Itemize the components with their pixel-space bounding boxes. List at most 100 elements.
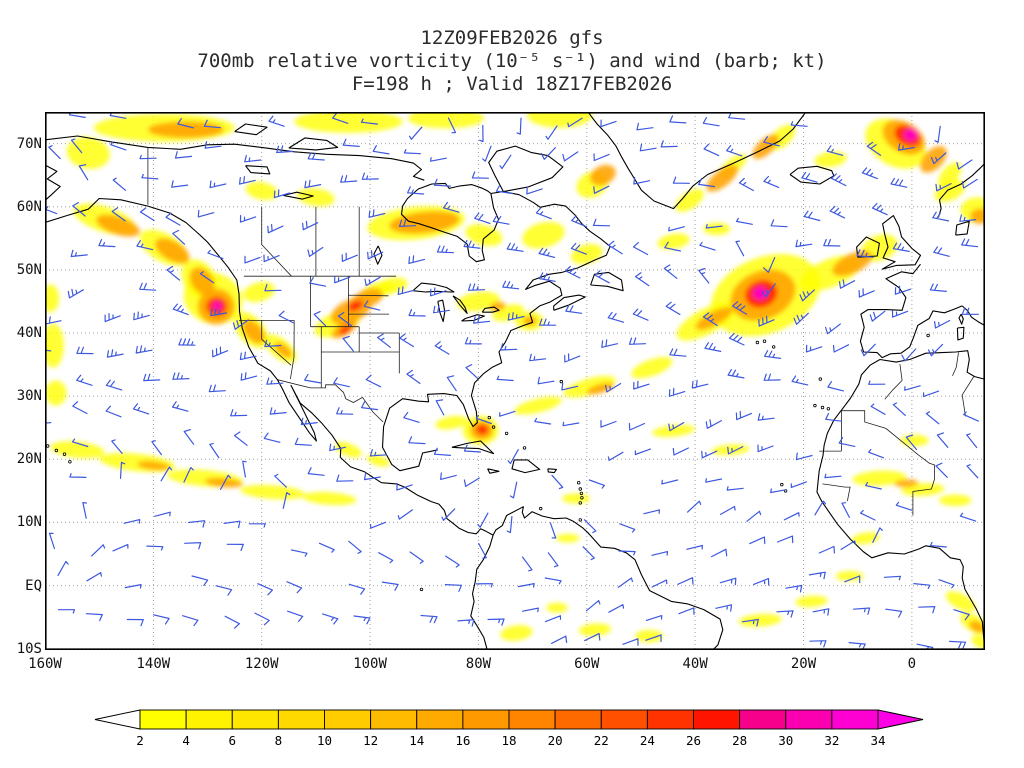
vorticity-blob (456, 291, 500, 312)
vorticity-blob (137, 461, 170, 471)
island-dot (522, 446, 527, 450)
island-dot (826, 407, 831, 411)
lon-tick-label: 100W (353, 656, 387, 672)
vorticity-blob (706, 164, 739, 192)
colorbar-tick-label: 32 (824, 733, 839, 748)
colorbar-under-arrow (94, 709, 141, 730)
vorticity-blob (245, 181, 278, 201)
colorbar: 2 4 6 8 10 12 14 16 18 20 22 24 26 28 30 32 34 (94, 709, 924, 748)
vorticity-shading-layer (41, 102, 994, 651)
colorbar-segment (831, 709, 879, 730)
colorbar-tick-label: 6 (228, 733, 236, 748)
colorbar-tick-label: 30 (778, 733, 793, 748)
colorbar-segment (600, 709, 648, 730)
small-islands-layer (46, 333, 930, 592)
colorbar-segment (277, 709, 325, 730)
lon-tick-label: 120W (244, 656, 279, 672)
title-run-line: 12Z09FEB2026 gfs (420, 27, 604, 49)
vorticity-blob (50, 441, 105, 459)
lat-tick-label: 10S (16, 640, 42, 657)
colorbar-segment (646, 709, 694, 730)
vorticity-blob (703, 222, 731, 236)
vorticity-blob (96, 214, 140, 237)
colorbar-segment (139, 709, 187, 730)
colorbar-segment (693, 709, 741, 730)
vorticity-blob (527, 102, 593, 128)
vorticity-blob (814, 151, 847, 168)
lat-tick-label: 10N (16, 514, 42, 531)
lat-tick-label: 20N (16, 451, 42, 468)
vorticity-blob (348, 300, 363, 312)
island-dot (46, 444, 50, 448)
vorticity-blob (514, 396, 562, 415)
island-dot (504, 431, 509, 436)
colorbar-tick-label: 16 (455, 733, 470, 748)
lon-tick-label: 0 (907, 656, 917, 672)
island-dot (580, 496, 584, 500)
plot-frame (45, 112, 986, 651)
colorbar-segment (370, 709, 418, 730)
vorticity-blob (971, 634, 994, 651)
vorticity-blob (578, 623, 612, 637)
vorticity-blob (297, 188, 335, 207)
vorticity-blob (335, 441, 362, 458)
colorbar-segment (231, 709, 279, 730)
island-dot (813, 403, 817, 408)
colorbar-tick-label: 18 (501, 733, 516, 748)
lat-tick-label: 40N (16, 325, 42, 341)
political-borders-layer (147, 147, 975, 516)
vorticity-blob (240, 484, 306, 500)
colorbar-segment (462, 709, 510, 730)
vorticity-blob (752, 286, 768, 300)
vorticity-blob (711, 444, 750, 456)
colorbar-over-arrow (877, 709, 924, 730)
colorbar-tick-label: 20 (548, 733, 563, 748)
vorticity-blob (657, 233, 690, 250)
lat-tick-label: 50N (16, 261, 42, 278)
lon-tick-label: 140W (136, 656, 171, 672)
vorticity-blob (555, 533, 580, 543)
vorticity-blob (243, 281, 275, 303)
vorticity-blob (212, 301, 222, 310)
island-dot (818, 377, 822, 381)
map-canvas (34, 102, 994, 654)
colorbar-tick-label: 24 (640, 733, 655, 748)
vorticity-blob (900, 434, 929, 447)
vorticity-blob (375, 277, 408, 294)
vorticity-blob (42, 323, 64, 368)
colorbar-segment (185, 709, 233, 730)
island-dot (780, 482, 784, 487)
vorticity-blob (489, 301, 506, 312)
title-valid-line: F=198 h ; Valid 18Z17FEB2026 (351, 73, 673, 95)
colorbar-tick-label: 12 (363, 733, 378, 748)
island-dot (577, 481, 581, 485)
lat-tick-label: EQ (25, 577, 42, 594)
vorticity-blob (561, 493, 591, 504)
vorticity-blob (66, 136, 110, 170)
vorticity-blob (938, 494, 972, 506)
vorticity-blob (408, 108, 484, 129)
vorticity-blob (590, 164, 616, 186)
vorticity-blob (465, 224, 503, 247)
colorbar-tick-label: 28 (732, 733, 747, 748)
lon-tick-label: 60W (574, 656, 600, 672)
vorticity-blob (546, 602, 568, 613)
vorticity-blob (435, 415, 468, 430)
lon-tick-label: 40W (682, 656, 708, 672)
lat-tick-label: 30N (16, 388, 42, 405)
vorticity-blob (155, 238, 190, 264)
vorticity-blob (795, 595, 828, 608)
vorticity-blob (894, 479, 919, 488)
vorticity-blob (389, 211, 460, 234)
colorbar-segment (324, 709, 372, 730)
vorticity-blob (500, 625, 533, 641)
island-dot (419, 587, 424, 592)
island-dot (578, 501, 582, 505)
island-dot (755, 340, 760, 345)
vorticity-blob (675, 188, 704, 212)
vorticity-blob (41, 284, 60, 313)
vorticity-blob (274, 342, 292, 358)
island-dot (820, 405, 825, 410)
lon-tick-label: 160W (28, 656, 62, 672)
vorticity-blob (695, 307, 733, 330)
